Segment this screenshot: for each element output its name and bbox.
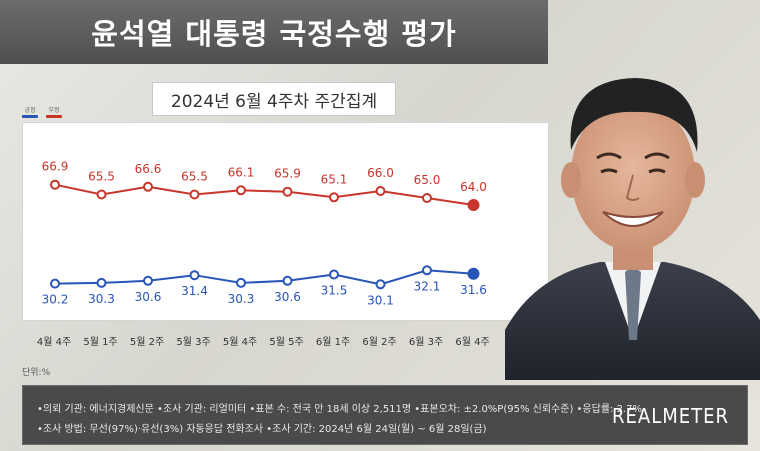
series-line-positive	[54, 269, 474, 286]
x-tick-label: 6월 3주	[409, 336, 443, 348]
x-tick-label: 5월 1주	[83, 336, 117, 348]
data-label-negative: 66.0	[367, 166, 394, 180]
x-tick-label: 5월 2주	[130, 336, 164, 348]
legend-swatch-negative	[46, 115, 62, 118]
legend: 긍정 부정	[22, 105, 62, 118]
data-point-positive	[375, 279, 386, 290]
data-point-positive	[422, 265, 432, 276]
data-label-positive: 30.1	[367, 293, 394, 307]
data-label-positive: 30.6	[274, 290, 301, 304]
data-point-negative	[467, 199, 480, 211]
legend-label-positive: 긍정	[24, 107, 36, 114]
x-tick-label: 5월 5주	[269, 336, 303, 348]
data-label-negative: 65.5	[181, 170, 208, 184]
data-label-positive: 30.2	[42, 293, 69, 307]
data-point-negative	[96, 189, 107, 200]
survey-info-line-1: •의뢰 기관: 에너지경제신문 •조사 기관: 리얼미터 •표본 수: 전국 만…	[37, 404, 642, 415]
x-tick-label: 5월 3주	[176, 336, 210, 348]
title-bar: 윤석열 대통령 국정수행 평가	[0, 0, 548, 64]
data-label-positive: 31.4	[181, 284, 208, 298]
legend-swatch-positive	[22, 115, 38, 118]
data-label-negative: 64.0	[460, 180, 487, 194]
data-point-negative	[189, 189, 200, 200]
x-tick-label: 6월 2주	[362, 336, 396, 348]
portrait-illustration	[505, 78, 760, 380]
chart-subtitle: 2024년 6월 4주차 주간집계	[152, 82, 396, 116]
data-label-negative: 65.5	[88, 170, 115, 184]
legend-item-negative: 부정	[46, 105, 62, 118]
president-portrait	[505, 40, 760, 380]
legend-item-positive: 긍정	[22, 105, 38, 118]
data-point-positive	[96, 277, 107, 288]
data-label-negative: 65.9	[274, 167, 301, 181]
x-tick-label: 5월 4주	[223, 336, 257, 348]
data-point-positive	[329, 269, 339, 280]
legend-label-negative: 부정	[48, 107, 60, 114]
plot-panel: 66.9 65.5 66.6 65.5 66.1 65.9 65.1 66.0 65.0 64.0…	[22, 122, 549, 321]
chart-title: 윤석열 대통령 국정수행 평가	[91, 17, 457, 51]
x-tick-label: 6월 4주	[455, 336, 489, 348]
data-label-positive: 30.3	[228, 292, 255, 306]
data-point-positive	[236, 277, 246, 288]
data-point-positive	[282, 275, 293, 286]
data-point-positive	[189, 270, 200, 281]
x-axis-labels: 4월 4주 5월 1주 5월 2주 5월 3주 5월 4주 5월 5주 6월 1주 6월 2주…	[37, 336, 490, 348]
series-line-negative	[54, 183, 474, 206]
survey-info-line-2: •조사 방법: 무선(97%)·유선(3%) 자동응답 전화조사 •조사 기간:…	[37, 424, 487, 435]
data-point-negative	[329, 192, 339, 203]
data-point-negative	[50, 179, 60, 190]
data-label-positive: 31.5	[321, 284, 348, 298]
data-label-negative: 65.1	[321, 172, 348, 186]
line-chart: 66.9 65.5 66.6 65.5 66.1 65.9 65.1 66.0 65.0 64.0…	[42, 160, 487, 308]
x-tick-label: 6월 1주	[316, 336, 350, 348]
data-point-negative	[143, 181, 153, 192]
data-label-positive: 32.1	[414, 279, 441, 293]
data-point-negative	[282, 186, 293, 197]
data-point-positive	[50, 278, 60, 289]
data-point-negative	[375, 186, 386, 196]
data-label-negative: 66.6	[135, 162, 162, 176]
x-axis: 4월 4주 5월 1주 5월 2주 5월 3주 5월 4주 5월 5주 6월 1주 6월 2주…	[22, 325, 547, 355]
x-tick-label: 4월 4주	[37, 336, 71, 348]
survey-info-footer: •의뢰 기관: 에너지경제신문 •조사 기관: 리얼미터 •표본 수: 전국 만…	[22, 385, 748, 445]
unit-label: 단위:%	[22, 368, 51, 378]
data-point-negative	[422, 193, 432, 203]
data-label-negative: 66.1	[228, 165, 255, 179]
data-label-negative: 66.9	[42, 160, 69, 174]
data-label-positive: 30.3	[88, 292, 115, 306]
data-point-negative	[236, 185, 246, 196]
data-point-positive	[467, 267, 480, 280]
data-label-negative: 65.0	[414, 173, 441, 187]
data-label-positive: 30.6	[135, 290, 162, 304]
data-point-positive	[143, 275, 153, 286]
realmeter-logo: REALMETER	[612, 404, 729, 428]
data-label-positive: 31.6	[460, 283, 487, 297]
